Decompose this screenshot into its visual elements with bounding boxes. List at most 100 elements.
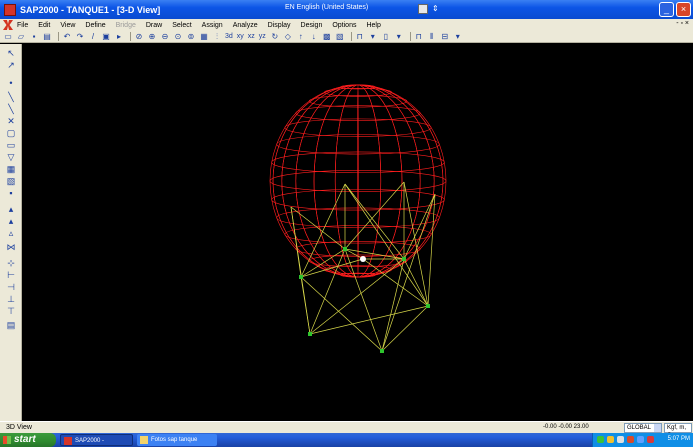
- taskbar-item-sap2000[interactable]: SAP2000 - TANQUE1 ...: [60, 434, 133, 446]
- menu-design[interactable]: Design: [300, 21, 323, 29]
- zoom-in-icon[interactable]: ⊕: [148, 32, 156, 41]
- grid-icon[interactable]: ⫶: [216, 32, 218, 41]
- support-frame-member: [300, 248, 346, 278]
- sap2000-app-icon[interactable]: [4, 3, 16, 16]
- up-arrow-icon[interactable]: ↑: [298, 32, 303, 41]
- joint-marker: [343, 247, 347, 251]
- draw-link-icon[interactable]: ▪: [9, 188, 13, 198]
- support-frame-member: [344, 248, 364, 260]
- redo-icon[interactable]: ↷: [76, 32, 84, 41]
- messenger-icon[interactable]: [637, 436, 644, 443]
- view-3d-button[interactable]: 3d: [225, 33, 233, 40]
- sap-logo-icon[interactable]: [3, 20, 13, 30]
- language-indicator[interactable]: EN English (United States): [285, 4, 369, 11]
- mdi-window-controls[interactable]: - ▫ ×: [676, 20, 689, 27]
- get-previous-selection-icon[interactable]: ▴: [8, 216, 14, 226]
- view-xy-button[interactable]: xy: [236, 33, 244, 40]
- more-dropdown-icon[interactable]: ▾: [455, 32, 460, 41]
- menu-view[interactable]: View: [60, 21, 76, 29]
- network-icon[interactable]: [597, 436, 604, 443]
- chevron-down-icon[interactable]: [654, 424, 661, 432]
- security-icon[interactable]: [607, 436, 614, 443]
- menu-display[interactable]: Display: [267, 21, 291, 29]
- draw-solid-icon[interactable]: ▧: [6, 176, 16, 186]
- tank-model-drawing: [269, 84, 447, 353]
- lock-icon[interactable]: ▣: [102, 32, 110, 41]
- support-frame-member: [403, 258, 429, 307]
- menu-draw[interactable]: Draw: [145, 21, 163, 29]
- clear-selection-icon[interactable]: ▵: [8, 228, 14, 238]
- zoom-default-icon[interactable]: ⊙: [174, 32, 182, 41]
- snap-intersection-icon[interactable]: ⊣: [7, 282, 15, 292]
- menu-edit[interactable]: Edit: [38, 21, 51, 29]
- zoom-out-icon[interactable]: ⊖: [161, 32, 169, 41]
- menu-help[interactable]: Help: [366, 21, 381, 29]
- menu-file[interactable]: File: [17, 21, 29, 29]
- toolbar-separator: [350, 32, 352, 41]
- area-section-icon[interactable]: ▯: [383, 32, 388, 41]
- menu-define[interactable]: Define: [85, 21, 106, 29]
- display-options-icon[interactable]: ▩: [323, 32, 331, 41]
- support-frame-member: [300, 276, 383, 352]
- draw-rect-area-icon[interactable]: ▭: [6, 140, 16, 150]
- rotate-icon[interactable]: ↻: [271, 32, 279, 41]
- open-folder-icon[interactable]: ▱: [17, 32, 25, 41]
- pointer-icon[interactable]: ↖: [7, 48, 15, 58]
- save-icon[interactable]: ▪: [32, 32, 36, 41]
- menu-analyze[interactable]: Analyze: [232, 21, 258, 29]
- shell-icon[interactable]: ⫴: [430, 32, 434, 41]
- pan-icon[interactable]: ⊚: [187, 32, 195, 41]
- draw-area-icon[interactable]: ▢: [6, 128, 16, 138]
- solid-icon[interactable]: ⊟: [441, 32, 449, 41]
- link-dropdown-icon[interactable]: ▾: [396, 32, 401, 41]
- 3d-view-canvas[interactable]: [23, 44, 693, 421]
- toolbar-separator: [130, 32, 131, 41]
- select-all-icon[interactable]: ▴: [8, 204, 14, 214]
- reshape-icon[interactable]: ↗: [7, 60, 15, 70]
- print-icon[interactable]: ▤: [43, 32, 51, 41]
- update-icon[interactable]: [647, 436, 654, 443]
- quick-draw-frame-icon[interactable]: ╲: [8, 104, 14, 114]
- quick-draw-area-icon[interactable]: ▦: [6, 164, 16, 174]
- undo-icon[interactable]: ↶: [63, 32, 71, 41]
- windows-logo-icon: [3, 436, 11, 444]
- view-yz-button[interactable]: yz: [258, 33, 266, 40]
- down-arrow-icon[interactable]: ↓: [311, 32, 316, 41]
- menu-assign[interactable]: Assign: [201, 21, 223, 29]
- section-dropdown-icon[interactable]: ▾: [370, 32, 375, 41]
- intersecting-line-icon[interactable]: ⋈: [6, 242, 16, 252]
- keyboard-icon[interactable]: [418, 4, 428, 14]
- units-select[interactable]: Kgf, m, C: [664, 423, 692, 439]
- draw-frame-icon[interactable]: ╲: [8, 92, 14, 102]
- coordinate-system-select[interactable]: GLOBAL: [624, 423, 662, 433]
- refresh-icon[interactable]: /: [91, 32, 95, 41]
- language-options-button[interactable]: ⇕: [432, 4, 439, 13]
- frame-section-icon[interactable]: ⊓: [356, 32, 363, 41]
- volume-icon[interactable]: [617, 436, 624, 443]
- new-file-icon[interactable]: ▭: [4, 32, 12, 41]
- minimize-button[interactable]: _: [659, 2, 674, 17]
- snap-grid-icon[interactable]: ▤: [6, 320, 16, 330]
- close-button[interactable]: ×: [676, 2, 691, 17]
- draw-brace-icon[interactable]: ✕: [7, 116, 15, 126]
- view-xz-button[interactable]: xz: [247, 33, 255, 40]
- fit-view-icon[interactable]: ▦: [200, 32, 208, 41]
- menu-select[interactable]: Select: [172, 21, 192, 29]
- menu-bridge[interactable]: Bridge: [115, 21, 136, 29]
- draw-point-icon[interactable]: •: [9, 78, 13, 88]
- frame-icon[interactable]: ⊓: [415, 32, 422, 41]
- draw-poly-area-icon[interactable]: ▽: [7, 152, 15, 162]
- perspective-icon[interactable]: ◇: [284, 32, 291, 41]
- taskbar-item-folder[interactable]: Fotos sap tanque: [137, 434, 217, 446]
- display-toggle-icon[interactable]: ▧: [336, 32, 344, 41]
- antivirus-icon[interactable]: [627, 436, 634, 443]
- start-button[interactable]: start: [0, 433, 56, 447]
- zoom-window-icon[interactable]: ⊘: [135, 32, 143, 41]
- snap-ends-icon[interactable]: ⊢: [7, 270, 15, 280]
- menu-options[interactable]: Options: [332, 21, 357, 29]
- snap-line-icon[interactable]: ⊤: [7, 306, 15, 316]
- snap-perpendicular-icon[interactable]: ⊥: [7, 294, 15, 304]
- run-analysis-icon[interactable]: ▸: [116, 32, 121, 41]
- snap-points-icon[interactable]: ⊹: [7, 258, 15, 268]
- sphere-longitude-line: [334, 84, 382, 278]
